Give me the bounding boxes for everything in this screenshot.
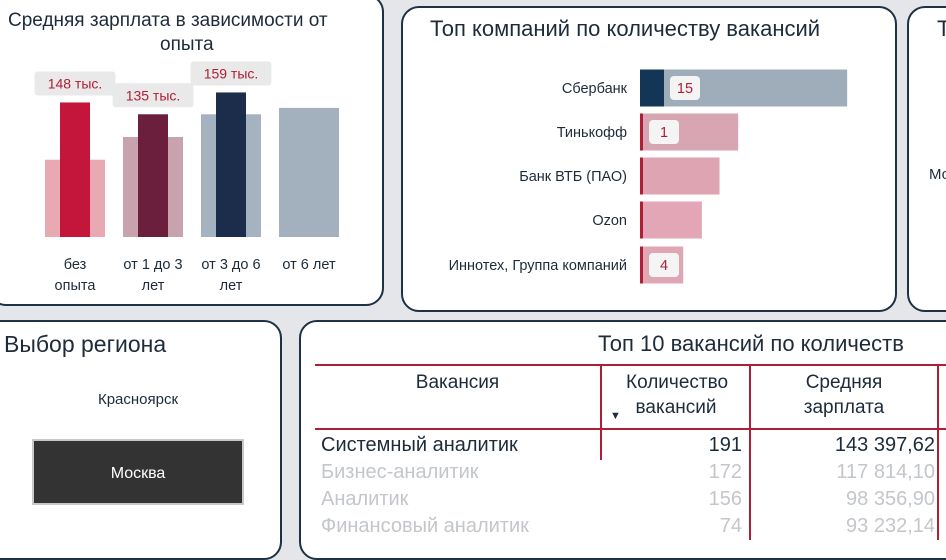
table-row[interactable]: Бизнес-аналитик 172 117 814,10 <box>315 459 946 486</box>
column-divider <box>749 364 751 540</box>
table-header: Вакансия Количество вакансий ▼ Средняя з… <box>315 364 946 430</box>
data-label-box <box>190 61 272 86</box>
vacancy-name: Аналитик <box>321 488 409 510</box>
category-label: Тинькофф <box>557 125 627 141</box>
table-row[interactable]: Системный аналитик 191 143 397,62 <box>315 432 946 459</box>
data-label: 135 тыс. <box>126 87 181 103</box>
vacancy-salary: 98 356,90 <box>846 488 935 510</box>
category-label: опыта <box>55 278 97 294</box>
vacancy-salary: 93 232,14 <box>846 515 935 537</box>
companies-card-title: Топ компаний по количеству вакансий <box>430 16 821 41</box>
data-label: 4 <box>660 258 668 274</box>
salary-bar[interactable] <box>138 114 168 237</box>
clipped-card: Т Мо <box>907 6 946 312</box>
category-label: лет <box>220 278 243 294</box>
vacancy-count: 172 <box>708 461 742 483</box>
top-companies-card: Топ компаний по количеству вакансий Сбер… <box>401 6 897 312</box>
column-header-count-label: Количество вакансий <box>626 372 729 418</box>
category-label: от 1 до 3 <box>123 257 182 273</box>
category-label: Иннотех, Группа компаний <box>449 258 627 274</box>
vacancy-salary: 117 814,10 <box>836 461 935 483</box>
column-divider <box>600 364 602 460</box>
category-label: Ozon <box>592 213 627 229</box>
category-label: Сбербанк <box>562 81 628 97</box>
company-accent-bar[interactable] <box>640 69 664 107</box>
salary-bar[interactable] <box>216 92 246 237</box>
company-accent-bar[interactable] <box>640 246 643 284</box>
category-label: без <box>64 257 87 273</box>
company-bar[interactable] <box>640 201 702 239</box>
salary-back-bar[interactable] <box>279 107 339 237</box>
data-label: 1 <box>660 125 668 141</box>
salary-card-title-line1: Средняя зарплата в зависимости от <box>8 10 328 31</box>
data-label-box <box>34 71 116 96</box>
column-divider <box>937 364 939 540</box>
data-label: 159 тыс. <box>204 65 259 81</box>
column-header-salary-label: Средняя зарплата <box>803 372 885 418</box>
table-row[interactable]: Аналитик 156 98 356,90 <box>315 486 946 513</box>
data-label: 148 тыс. <box>48 75 103 91</box>
vacancy-name: Системный аналитик <box>321 434 518 456</box>
company-accent-bar[interactable] <box>640 157 643 195</box>
vacancy-salary: 143 397,62 <box>834 434 935 456</box>
data-label-box <box>670 76 700 100</box>
vacancy-count: 191 <box>708 434 742 456</box>
salary-bar-chart: 148 тыс. без опыта 135 тыс. от 1 до 3 лет 159 … <box>34 61 339 294</box>
top-vacancies-card: Топ 10 вакансий по количеств Вакансия Ко… <box>299 320 946 560</box>
company-bar[interactable] <box>640 157 720 195</box>
category-label: от 3 до 6 <box>201 257 260 273</box>
region-card-title: Выбор региона <box>4 331 167 357</box>
data-label-box <box>649 253 679 277</box>
vacancies-card-title: Топ 10 вакансий по количеств <box>598 331 904 356</box>
company-accent-bar[interactable] <box>640 201 643 239</box>
sort-desc-icon[interactable]: ▼ <box>610 410 621 422</box>
region-option-krasnoyarsk[interactable]: Красноярск <box>97 391 179 408</box>
column-header-salary[interactable]: Средняя зарплата <box>751 366 937 428</box>
category-label: от 6 лет <box>282 257 336 273</box>
salary-bar[interactable] <box>60 102 90 237</box>
clipped-card-title: Т <box>937 16 946 42</box>
column-header-vacancy[interactable]: Вакансия <box>415 372 500 393</box>
table-row[interactable]: Финансовый аналитик 74 93 232,14 <box>315 513 946 540</box>
salary-by-experience-card: Средняя зарплата в зависимости от опыта … <box>0 0 384 306</box>
category-label: Банк ВТБ (ПАО) <box>519 169 627 185</box>
company-accent-bar[interactable] <box>640 113 643 151</box>
salary-card-title-line2: опыта <box>160 34 214 55</box>
companies-bar-chart: Сбербанк 15 Тинькофф 1 Банк ВТБ (ПАО) Ozon Инн… <box>449 69 848 284</box>
vacancy-count: 156 <box>708 488 742 510</box>
clipped-card-label: Мо <box>929 166 946 183</box>
column-header-count[interactable]: Количество вакансий <box>602 366 750 428</box>
region-select-card: Выбор региона Красноярск Москва <box>0 320 282 560</box>
category-label: лет <box>142 278 165 294</box>
data-label-box <box>112 83 194 108</box>
vacancy-count: 74 <box>719 515 742 537</box>
vacancy-name: Бизнес-аналитик <box>321 461 479 483</box>
data-label-box <box>649 120 679 144</box>
region-option-moscow[interactable]: Москва <box>32 439 244 505</box>
data-label: 15 <box>677 81 693 97</box>
vacancy-name: Финансовый аналитик <box>321 515 529 537</box>
